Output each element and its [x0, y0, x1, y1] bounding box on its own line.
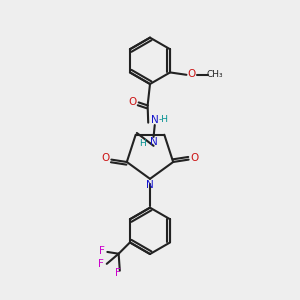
Text: F: F — [98, 260, 104, 269]
Text: H: H — [140, 139, 146, 148]
Text: F: F — [115, 268, 120, 278]
Text: N: N — [151, 115, 159, 125]
Text: O: O — [101, 153, 110, 164]
Text: O: O — [188, 69, 196, 79]
Text: CH₃: CH₃ — [206, 70, 223, 79]
Text: N: N — [150, 137, 158, 147]
Text: O: O — [190, 153, 199, 164]
Text: F: F — [99, 246, 105, 256]
Text: N: N — [146, 180, 154, 190]
Text: O: O — [129, 97, 137, 107]
Text: -H: -H — [159, 115, 169, 124]
